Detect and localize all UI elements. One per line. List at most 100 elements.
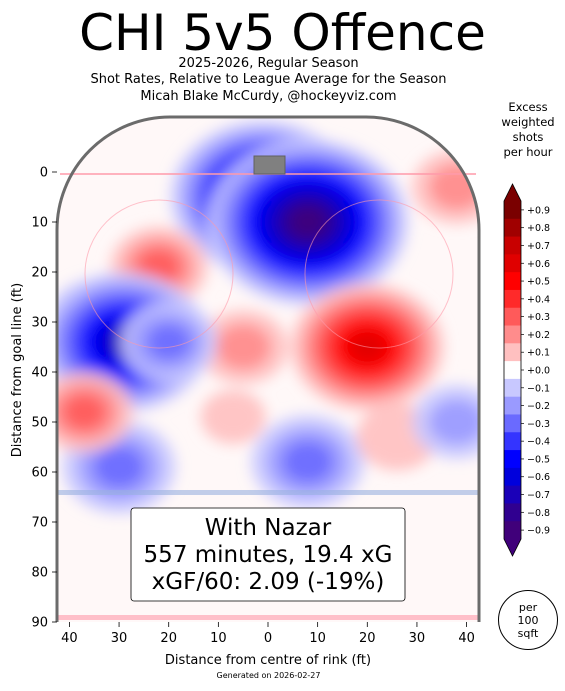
colorbar-segment (504, 432, 521, 451)
per-area-badge: per 100 sqft (498, 590, 558, 650)
x-tick-label: 20 (359, 631, 376, 646)
y-tick-label: 10 (31, 216, 48, 231)
y-tick-label: 0 (40, 166, 48, 181)
rink-boards (55, 115, 481, 622)
info-box-xgf: xGF/60: 2.09 (-19%) (152, 569, 385, 595)
x-tick-label: 20 (160, 631, 177, 646)
x-tick-label: 0 (264, 631, 272, 646)
hotspot (207, 139, 409, 305)
chart-title: CHI 5v5 Offence (79, 4, 486, 62)
goal-net (253, 155, 286, 175)
colorbar-extend-top (504, 184, 521, 201)
per-area-line: per (518, 600, 538, 614)
colorbar-extend-bottom (504, 539, 521, 556)
hotspot (412, 385, 479, 459)
colorbar-tick-label: −0.8 (527, 508, 550, 519)
y-tick-label: 50 (31, 416, 48, 431)
colorbar-segment (504, 343, 521, 362)
x-tick-label: 40 (61, 631, 78, 646)
colorbar-segment (504, 272, 521, 291)
colorbar-tick-label: −0.7 (527, 490, 550, 501)
y-tick-label: 80 (31, 566, 48, 581)
blue-line (57, 490, 479, 495)
colorbar-segment (504, 236, 521, 255)
faceoff-circle-right (304, 199, 454, 349)
y-tick-label: 40 (31, 366, 48, 381)
colorbar-outline (503, 183, 522, 557)
colorbar-tick-label: +0.3 (527, 312, 550, 323)
y-tick-label: 30 (31, 316, 48, 331)
hotspot (251, 415, 365, 509)
colorbar-segment (504, 521, 521, 540)
colorbar: +0.9 +0.8 +0.7 +0.6 +0.5 +0.4 +0.3 +0.2 +0.1 +0.0… (503, 183, 550, 557)
colorbar-segment (504, 503, 521, 522)
colorbar-tick-label: +0.6 (527, 259, 550, 270)
colorbar-segment (504, 450, 521, 469)
colorbar-segment (504, 307, 521, 326)
y-tick-label: 60 (31, 466, 48, 481)
hotspot-level (215, 324, 271, 370)
colorbar-segment (504, 361, 521, 380)
colorbar-title: Excess weighted shots per hour (494, 100, 562, 160)
hotspot-level (429, 399, 479, 445)
hotspot (200, 390, 266, 444)
x-tick-label: 30 (409, 631, 426, 646)
colorbar-segment (504, 325, 521, 344)
hotspot-level (200, 390, 266, 444)
hotspot (120, 301, 218, 383)
hotspot-level (94, 446, 145, 488)
colorbar-tick-label: −0.1 (527, 383, 550, 394)
colorbar-tick-label: −0.9 (527, 526, 550, 537)
colorbar-segment (504, 218, 521, 237)
hotspot-level (291, 208, 325, 236)
chart-subtitle-season: 2025-2026, Regular Season (178, 56, 359, 71)
colorbar-tick-label: −0.6 (527, 472, 550, 483)
info-box: With Nazar 557 minutes, 19.4 xG xGF/60: … (130, 507, 406, 602)
red-line (57, 615, 479, 620)
colorbar-title-line: weighted (501, 115, 555, 129)
hotspot-level (147, 324, 191, 360)
faceoff-circle-left (84, 199, 234, 349)
chart-subtitle-author: Micah Blake McCurdy, @hockeyviz.com (140, 89, 397, 104)
colorbar-tick-label: +0.1 (527, 348, 550, 359)
shot-rate-contours (57, 120, 479, 514)
hotspot-level (62, 394, 106, 430)
colorbar-segment (504, 201, 521, 220)
colorbar-tick-label: +0.4 (527, 294, 550, 305)
colorbar-segment (504, 378, 521, 398)
y-tick-label: 20 (31, 266, 48, 281)
info-box-minutes: 557 minutes, 19.4 xG (144, 542, 393, 568)
colorbar-tick-label: +0.2 (527, 330, 550, 341)
x-tick-label: 30 (111, 631, 128, 646)
colorbar-title-line: Excess (508, 100, 548, 114)
per-area-line: 100 (517, 613, 539, 627)
info-box-frame (130, 507, 406, 602)
x-tick-label: 40 (458, 631, 475, 646)
y-axis-label: Distance from goal line (ft) (10, 283, 25, 457)
colorbar-tick-label: −0.4 (527, 437, 550, 448)
colorbar-tick-label: −0.2 (527, 401, 550, 412)
per-area-line: sqft (517, 626, 539, 640)
y-axis: 0 10 20 30 40 50 60 70 80 90 (31, 166, 57, 631)
colorbar-tick-label: +0.5 (527, 277, 550, 288)
colorbar-tick-label: +0.0 (527, 366, 550, 377)
y-tick-label: 90 (31, 616, 48, 631)
generated-date: Generated on 2026-02-27 (216, 671, 321, 680)
colorbar-tick-label: −0.5 (527, 454, 550, 465)
x-tick-label: 10 (309, 631, 326, 646)
info-box-player: With Nazar (205, 515, 332, 541)
colorbar-segment (504, 396, 521, 415)
x-axis-label: Distance from centre of rink (ft) (165, 653, 371, 668)
hotspot (198, 310, 288, 384)
colorbar-tick-label: −0.3 (527, 419, 550, 430)
colorbar-segment (504, 254, 521, 273)
colorbar-segment (504, 485, 521, 504)
x-axis: 40 30 20 10 0 10 20 30 40 (61, 622, 475, 646)
colorbar-segment (504, 414, 521, 433)
colorbar-title-line: shots (512, 130, 544, 144)
chart-subtitle-description: Shot Rates, Relative to League Average f… (90, 72, 447, 87)
colorbar-tick-label: +0.8 (527, 223, 550, 234)
y-tick-label: 70 (31, 516, 48, 531)
colorbar-tick-label: +0.9 (527, 205, 550, 216)
